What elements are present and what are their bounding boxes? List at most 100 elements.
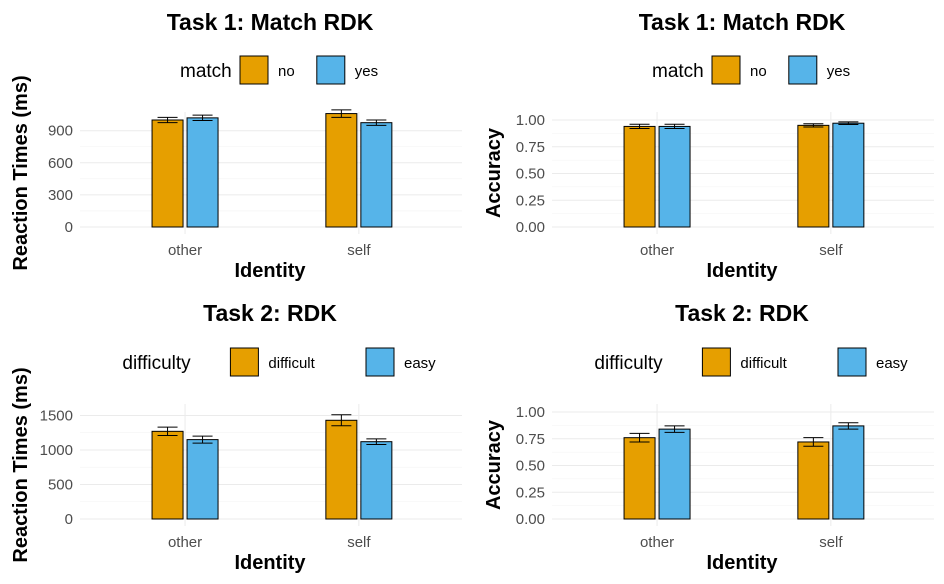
chart-panel-1: Task 1: Match RDK match no yes 0 300 600 900 oth…	[10, 9, 462, 282]
chart-panel-4: Task 2: RDK difficulty difficult easy 0.00 0.…	[483, 300, 934, 574]
y-tick-label: 600	[48, 155, 73, 172]
bar-other-yes	[186, 117, 219, 228]
y-tick-label: 0.50	[516, 458, 545, 475]
error-bar-other-difficult	[629, 432, 650, 443]
x-tick-label: other	[640, 534, 674, 551]
error-bar-self-no	[331, 109, 352, 118]
y-axis-title: Reaction Times (ms)	[10, 75, 32, 270]
chart-title: Task 2: RDK	[675, 300, 809, 326]
y-tick-label: 1000	[40, 442, 73, 459]
x-tick-label: other	[640, 242, 674, 259]
chart-title: Task 1: Match RDK	[639, 9, 846, 35]
bar-self-easy	[360, 441, 393, 520]
legend: match no yes	[180, 55, 378, 85]
legend-label-yes: yes	[827, 63, 850, 80]
chart-panel-2: Task 1: Match RDK match no yes 0.00 0.25 0.50 0…	[483, 9, 934, 282]
legend-label-no: no	[278, 63, 295, 80]
y-tick-label: 1500	[40, 407, 73, 424]
legend-label-no: no	[750, 63, 767, 80]
error-bar-other-yes	[664, 123, 685, 130]
y-tick-label: 1.00	[516, 112, 545, 129]
x-tick-label: self	[347, 242, 371, 259]
legend: difficulty difficult easy	[594, 347, 908, 377]
error-bar-self-easy	[366, 438, 387, 445]
y-tick-label: 300	[48, 187, 73, 204]
legend-swatch-yes	[316, 55, 346, 85]
bar-other-difficult	[623, 437, 656, 520]
y-axis-title: Reaction Times (ms)	[10, 367, 32, 562]
legend-swatch-difficult	[229, 347, 259, 377]
legend-label-easy: easy	[404, 355, 436, 372]
error-bar-self-easy	[838, 422, 859, 430]
x-axis-title: Identity	[706, 260, 778, 282]
error-bar-other-yes	[192, 114, 213, 122]
error-bar-self-yes	[838, 121, 859, 125]
legend-title: match	[652, 61, 704, 82]
bar-other-no	[623, 125, 656, 228]
bar-self-easy	[832, 425, 865, 520]
error-bar-other-no	[629, 123, 650, 130]
gridlines	[552, 112, 934, 234]
y-tick-label: 0	[65, 219, 73, 236]
legend: match no yes	[652, 55, 850, 85]
legend-swatch-yes	[788, 55, 818, 85]
legend-title: difficulty	[122, 353, 191, 374]
legend-swatch-no	[711, 55, 741, 85]
y-axis-title: Accuracy	[483, 127, 505, 218]
bar-other-yes	[658, 125, 691, 228]
legend-title: match	[180, 61, 232, 82]
bar-self-difficult	[797, 441, 830, 520]
gridlines	[80, 112, 462, 234]
bar-self-difficult	[325, 419, 358, 520]
y-tick-label: 500	[48, 476, 73, 493]
bar-self-yes	[360, 122, 393, 228]
chart-title: Task 1: Match RDK	[167, 9, 374, 35]
y-tick-label: 0.25	[516, 192, 545, 209]
x-axis-title: Identity	[234, 260, 306, 282]
bar-self-no	[797, 124, 830, 228]
y-tick-label: 0.00	[516, 219, 545, 236]
legend-label-difficult: difficult	[268, 355, 315, 372]
legend: difficulty difficult easy	[122, 347, 436, 377]
gridlines	[80, 404, 462, 526]
y-tick-label: 900	[48, 123, 73, 140]
y-tick-label: 1.00	[516, 404, 545, 421]
legend-title: difficulty	[594, 353, 663, 374]
error-bar-other-easy	[192, 435, 213, 444]
x-axis-title: Identity	[706, 552, 778, 574]
error-bar-self-no	[803, 123, 824, 128]
error-bar-other-easy	[664, 425, 685, 433]
error-bar-other-difficult	[157, 426, 178, 436]
y-axis-title: Accuracy	[483, 419, 505, 510]
bar-self-yes	[832, 122, 865, 228]
y-tick-label: 0.50	[516, 166, 545, 183]
legend-swatch-easy	[837, 347, 867, 377]
x-tick-label: self	[819, 242, 843, 259]
bar-self-no	[325, 113, 358, 228]
legend-swatch-difficult	[701, 347, 731, 377]
bar-other-difficult	[151, 430, 184, 520]
bar-other-no	[151, 119, 184, 228]
legend-label-difficult: difficult	[740, 355, 787, 372]
legend-label-easy: easy	[876, 355, 908, 372]
y-tick-label: 0.00	[516, 511, 545, 528]
error-bar-self-difficult	[331, 414, 352, 427]
error-bar-self-difficult	[803, 437, 824, 447]
chart-panel-3: Task 2: RDK difficulty difficult easy 0 500 10…	[10, 300, 462, 574]
chart-title: Task 2: RDK	[203, 300, 337, 326]
x-tick-label: other	[168, 534, 202, 551]
y-tick-label: 0.75	[516, 431, 545, 448]
x-axis-title: Identity	[234, 552, 306, 574]
gridlines	[552, 404, 934, 526]
x-tick-label: other	[168, 242, 202, 259]
y-tick-label: 0.25	[516, 484, 545, 501]
x-tick-label: self	[819, 534, 843, 551]
x-tick-label: self	[347, 534, 371, 551]
bar-other-easy	[658, 428, 691, 520]
y-tick-label: 0	[65, 511, 73, 528]
error-bar-other-no	[157, 116, 178, 124]
legend-swatch-no	[239, 55, 269, 85]
legend-label-yes: yes	[355, 63, 378, 80]
legend-swatch-easy	[365, 347, 395, 377]
